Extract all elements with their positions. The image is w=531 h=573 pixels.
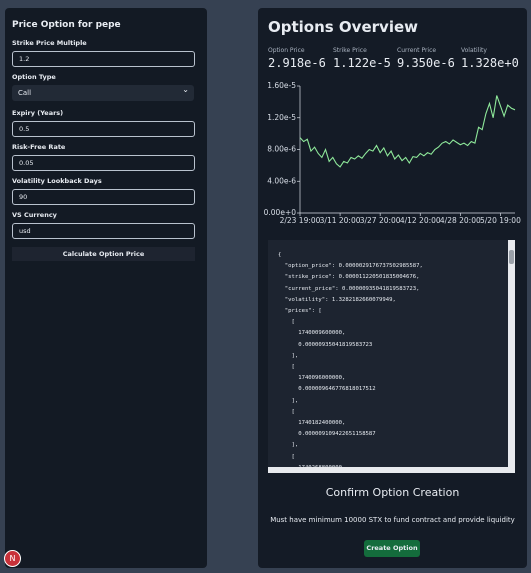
calculate-button[interactable]: Calculate Option Price [12, 247, 195, 261]
code-line: "current_price": 0.00000935041819583723, [278, 285, 420, 292]
y-tick-label: 4.00e-6 [267, 176, 296, 185]
field-label: Risk-Free Rate [12, 143, 66, 151]
field-label: Volatility Lookback Days [12, 177, 102, 185]
x-tick-label: 4/28 20:00 [440, 216, 481, 225]
overview-title: Options Overview [268, 18, 418, 36]
text-input[interactable]: usd [12, 223, 195, 239]
avatar[interactable]: N [4, 550, 21, 567]
field-label: Strike Price Multiple [12, 39, 87, 47]
create-button[interactable]: Create Option [364, 540, 420, 557]
field-label: Option Type [12, 73, 56, 81]
code-line: 1740182400000, [278, 420, 346, 427]
code-text: { "option_price": 0.00000291767375029855… [268, 240, 515, 473]
x-tick-label: 5/20 19:00 [480, 216, 521, 225]
code-line: 0.00000935041819583723 [278, 341, 373, 348]
overview-panel: Options Overview Option Price 2.918e-6 S… [258, 8, 527, 568]
x-tick-label: 3/11 20:00 [320, 216, 361, 225]
stat-label: Strike Price [333, 47, 367, 54]
scroll-thumb[interactable] [509, 250, 514, 264]
scrollbar[interactable] [508, 240, 515, 473]
stat-label: Current Price [397, 47, 437, 54]
code-line: "prices": [ [278, 308, 322, 315]
price-chart: 0.00e+0 4.00e-6 8.00e-6 1.20e-5 1.60e-5 2/23 … [264, 81, 521, 225]
price-line [299, 95, 516, 168]
code-line: "volatility": 1.3282182660079949, [278, 296, 396, 303]
stat-value: 2.918e-6 [268, 56, 326, 70]
text-input[interactable]: 0.5 [12, 121, 195, 137]
h-scrollbar[interactable] [268, 467, 508, 473]
stat-label: Volatility [461, 47, 487, 54]
code-line: 0.000009109422651158587 [278, 431, 376, 438]
y-tick-label: 1.60e-5 [267, 81, 296, 90]
x-tick-label: 2/23 19:00 [280, 216, 321, 225]
code-line: ], [278, 442, 299, 449]
stat-value: 1.328e+0 [461, 56, 519, 70]
y-tick-label: 1.20e-5 [267, 113, 296, 122]
code-line: [ [278, 408, 295, 415]
field-label: Expiry (Years) [12, 109, 64, 117]
stat-value: 9.350e-6 [397, 56, 455, 70]
code-line: "strike_price": 0.000011220501835004676, [278, 274, 420, 281]
form-panel: Price Option for pepe Strike Price Multi… [5, 8, 207, 568]
code-line: [ [278, 364, 295, 371]
form-title: Price Option for pepe [12, 20, 121, 30]
x-tick-label: 3/27 20:00 [360, 216, 401, 225]
code-line: [ [278, 319, 295, 326]
text-input[interactable]: 90 [12, 189, 195, 205]
code-line: 1740096000000, [278, 375, 346, 382]
select[interactable]: Call [12, 82, 194, 101]
json-output: { "option_price": 0.00000291767375029855… [268, 240, 515, 473]
stat-label: Option Price [268, 47, 305, 54]
y-tick-label: 8.00e-6 [267, 145, 296, 154]
text-input[interactable]: 0.05 [12, 155, 195, 171]
code-line: 0.000009646776818017512 [278, 386, 376, 393]
code-line: ], [278, 352, 299, 359]
confirm-title: Confirm Option Creation [325, 486, 460, 499]
x-tick-label: 4/12 20:00 [400, 216, 441, 225]
stat-value: 1.122e-5 [333, 56, 391, 70]
code-line: [ [278, 453, 295, 460]
field-label: VS Currency [12, 211, 57, 219]
code-line: 1740009600000, [278, 330, 346, 337]
code-line: "option_price": 0.0000029176737502985587… [278, 263, 423, 270]
code-line: ], [278, 397, 299, 404]
code-line: { [278, 252, 282, 258]
text-input[interactable]: 1.2 [12, 51, 195, 67]
y-tick-label: 0.00e+0 [264, 208, 297, 217]
confirm-note: Must have minimum 10000 STX to fund cont… [270, 516, 515, 524]
